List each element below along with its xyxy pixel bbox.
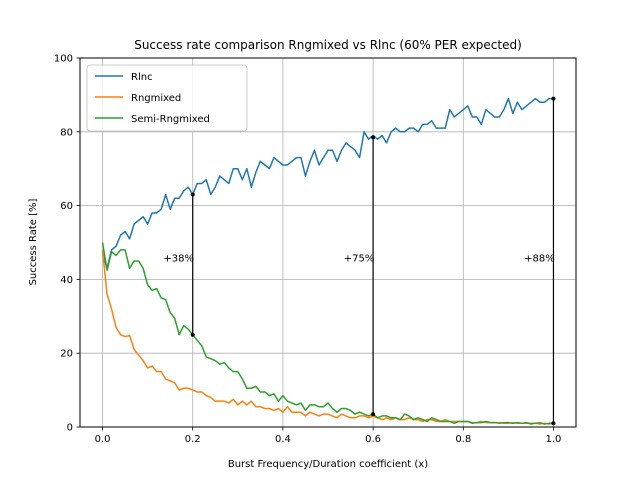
annotation-point-low [551,421,556,426]
annotation-point-low [190,332,195,337]
x-tick-label: 0.8 [455,434,471,445]
legend: Rlnc Rngmixed Semi-Rngmixed [86,64,248,132]
annotation-point-low [371,412,376,417]
x-tick-label: 0.6 [365,434,381,445]
y-axis-label: Success Rate [%] [28,198,39,285]
x-tick-label: 0.0 [95,434,111,445]
legend-label-rngmixed: Rngmixed [131,93,181,104]
legend-box [86,64,248,132]
annotation-point-high [371,135,376,140]
series-line-rlnc [101,97,554,270]
y-tick-label: 40 [60,275,73,286]
annotation-label: +38% [163,253,194,264]
legend-label-rlnc: Rlnc [131,72,153,83]
x-tick-label: 0.2 [185,434,201,445]
x-axis-label: Burst Frequency/Duration coefficient (x) [228,459,428,470]
annotation-point-high [551,96,556,101]
y-tick-label: 100 [54,54,73,65]
y-tick-label: 60 [60,201,73,212]
chart-title: Success rate comparison Rngmixed vs Rlnc… [134,38,522,52]
annotations: +38% +75% +88% [163,96,556,426]
plot-frame [79,57,577,428]
y-tick-label: 20 [60,349,73,360]
x-axis-ticks: 0.0 0.2 0.4 0.6 0.8 1.0 [95,427,562,445]
series-line-semi-rngmixed [101,242,554,425]
y-axis-ticks: 0 20 40 60 80 100 [54,54,80,434]
series-lines [101,97,554,425]
annotation-point-high [190,192,195,197]
annotation-label: +88% [524,253,555,264]
x-tick-label: 0.4 [275,434,291,445]
y-tick-label: 0 [67,423,73,434]
x-tick-label: 1.0 [546,434,562,445]
legend-label-semi-rngmixed: Semi-Rngmixed [131,114,210,125]
y-tick-label: 80 [60,127,73,138]
annotation-label: +75% [344,253,375,264]
